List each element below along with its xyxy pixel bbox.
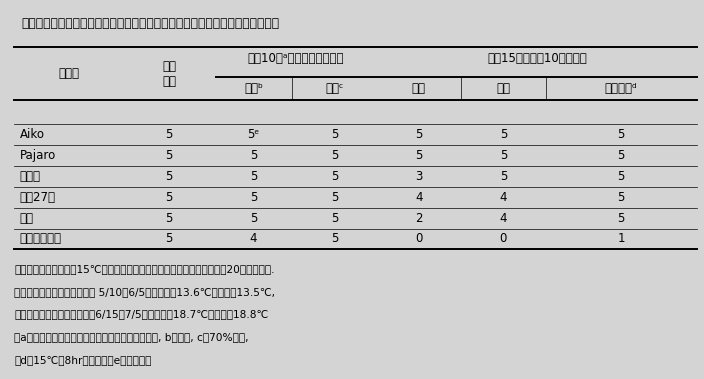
Text: 5: 5 bbox=[331, 191, 338, 204]
Text: 5: 5 bbox=[331, 170, 338, 183]
Text: a　花芽分化処理開始日　　花芽分化処理条件は, b　自然, c　70%遮光,: a 花芽分化処理開始日 花芽分化処理条件は, b 自然, c 70%遮光, bbox=[14, 332, 249, 342]
Text: 5: 5 bbox=[500, 128, 507, 141]
Text: 処理期間中の平均気温は 5/10－6/5では自然区13.6℃，遮光区13.5℃,: 処理期間中の平均気温は 5/10－6/5では自然区13.6℃，遮光区13.5℃, bbox=[14, 287, 275, 296]
Text: 5: 5 bbox=[250, 211, 257, 225]
Text: 表２　寒冷地での夏秋どり作型における花芽分化処理の時期、方法と開花株数: 表２ 寒冷地での夏秋どり作型における花芽分化処理の時期、方法と開花株数 bbox=[21, 17, 279, 30]
Text: 注）２月１日から最低15℃の温室で生育させた越年苗を花芽分化処理（20日間）した.: 注）２月１日から最低15℃の温室で生育させた越年苗を花芽分化処理（20日間）した… bbox=[14, 264, 275, 274]
Text: 5: 5 bbox=[617, 149, 625, 162]
Text: 盛岡27号: 盛岡27号 bbox=[20, 191, 56, 204]
Text: 遮光ᶜ: 遮光ᶜ bbox=[325, 81, 344, 95]
Text: 5: 5 bbox=[331, 211, 338, 225]
Text: 5: 5 bbox=[617, 191, 625, 204]
Text: 5: 5 bbox=[331, 149, 338, 162]
Text: 5: 5 bbox=[250, 191, 257, 204]
Text: Pajaro: Pajaro bbox=[20, 149, 56, 162]
Text: 5: 5 bbox=[415, 149, 422, 162]
Text: 北の輝: 北の輝 bbox=[20, 170, 41, 183]
Text: 0: 0 bbox=[500, 232, 507, 246]
Text: ５月10日ᵃ（７・８月どり）: ５月10日ᵃ（７・８月どり） bbox=[247, 52, 344, 65]
Text: 5: 5 bbox=[500, 170, 507, 183]
Text: 5: 5 bbox=[165, 232, 172, 246]
Text: 低温短日ᵈ: 低温短日ᵈ bbox=[605, 81, 638, 95]
Text: d　15℃・8hr日長　　　e　開花株数: d 15℃・8hr日長 e 開花株数 bbox=[14, 355, 151, 365]
Text: 5: 5 bbox=[617, 128, 625, 141]
Text: 女峰: 女峰 bbox=[20, 211, 34, 225]
Text: 自然ᵇ: 自然ᵇ bbox=[244, 81, 263, 95]
Text: 4: 4 bbox=[415, 191, 422, 204]
Text: 5: 5 bbox=[617, 211, 625, 225]
Text: 5ᵉ: 5ᵉ bbox=[247, 128, 260, 141]
Text: 5: 5 bbox=[415, 128, 422, 141]
Text: 5: 5 bbox=[617, 170, 625, 183]
Text: 4: 4 bbox=[500, 191, 507, 204]
Text: 5: 5 bbox=[165, 170, 172, 183]
Text: 5: 5 bbox=[500, 149, 507, 162]
Text: 5: 5 bbox=[250, 149, 257, 162]
Text: 5: 5 bbox=[331, 232, 338, 246]
Text: 5: 5 bbox=[250, 170, 257, 183]
Text: 遮光: 遮光 bbox=[496, 81, 510, 95]
Text: 5: 5 bbox=[165, 191, 172, 204]
Text: 自然: 自然 bbox=[412, 81, 426, 95]
Text: 5: 5 bbox=[331, 128, 338, 141]
Text: 品　種: 品 種 bbox=[58, 67, 79, 80]
Text: 0: 0 bbox=[415, 232, 422, 246]
Text: 4: 4 bbox=[500, 211, 507, 225]
Text: 3: 3 bbox=[415, 170, 422, 183]
Text: 5: 5 bbox=[165, 211, 172, 225]
Text: Aiko: Aiko bbox=[20, 128, 45, 141]
Text: ベルルージュ: ベルルージュ bbox=[20, 232, 62, 246]
Text: ６月15日（９・10月どり）: ６月15日（９・10月どり） bbox=[487, 52, 586, 65]
Text: 5: 5 bbox=[165, 149, 172, 162]
Text: 4: 4 bbox=[250, 232, 257, 246]
Text: 6/15－7/5では自然区18.7℃，遮光区18.8℃: 6/15－7/5では自然区18.7℃，遮光区18.8℃ bbox=[14, 309, 268, 319]
Text: 1: 1 bbox=[617, 232, 625, 246]
Text: 2: 2 bbox=[415, 211, 422, 225]
Text: 供試
株数: 供試 株数 bbox=[162, 60, 176, 88]
Text: 5: 5 bbox=[165, 128, 172, 141]
